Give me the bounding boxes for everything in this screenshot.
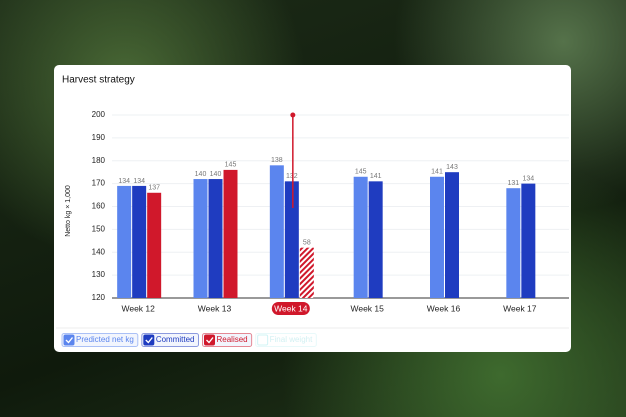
x-tick-label[interactable]: Week 16 [427, 303, 461, 313]
y-tick-label: 160 [92, 202, 106, 211]
legend-checkbox [204, 334, 215, 346]
bar [269, 165, 284, 298]
x-tick-label[interactable]: Week 14 [274, 303, 308, 313]
bar [430, 176, 444, 298]
legend-checkbox [63, 334, 75, 346]
legend-check [206, 337, 214, 344]
y-tick-label: 150 [92, 224, 106, 233]
marker-dot [290, 112, 296, 118]
legend-label: Predicted net kg [76, 335, 134, 344]
bar [117, 185, 132, 298]
bar [506, 188, 521, 298]
chart-title: Harvest strategy [62, 75, 135, 86]
bar [284, 181, 299, 298]
legend-box [255, 333, 317, 347]
data-label: 141 [370, 173, 382, 180]
data-label: 134 [118, 178, 130, 185]
data-label: 131 [507, 180, 519, 187]
legend-checkbox [257, 334, 269, 346]
bar [299, 247, 314, 298]
x-tick-label[interactable]: Week 13 [198, 303, 232, 313]
legend-label: Final weight [270, 335, 313, 344]
data-label: 134 [133, 178, 145, 185]
bar [445, 172, 459, 298]
data-label: 140 [195, 171, 207, 178]
legend-check [145, 337, 153, 344]
y-tick-label: 180 [92, 156, 106, 165]
y-tick-label: 130 [92, 270, 106, 279]
bar [353, 176, 368, 298]
y-tick-label: 120 [92, 293, 106, 302]
y-tick-label: 170 [92, 179, 106, 188]
data-label: 58 [303, 240, 311, 247]
legend-item[interactable]: Predicted net kg [61, 333, 139, 347]
legend-item[interactable]: Realised [202, 333, 253, 347]
legend-item[interactable]: Committed [141, 333, 199, 347]
data-label: 137 [148, 185, 160, 192]
x-tick-label[interactable]: Week 12 [121, 303, 155, 313]
bar [521, 183, 536, 298]
legend-box [141, 333, 199, 347]
data-label: 138 [271, 157, 283, 164]
bar [147, 192, 162, 298]
data-label: 140 [210, 171, 222, 178]
y-tick-label: 140 [92, 247, 106, 256]
legend-box [61, 333, 139, 347]
data-label: 134 [522, 175, 534, 182]
x-tick-label[interactable]: Week 15 [350, 303, 384, 313]
data-label: 132 [286, 173, 298, 180]
bar [368, 181, 383, 298]
bar [223, 169, 238, 298]
legend-item[interactable]: Final weight [255, 333, 317, 347]
legend-label: Committed [156, 335, 195, 344]
y-tick-label: 190 [92, 133, 106, 142]
bar [193, 179, 208, 298]
y-tick-label: 200 [92, 110, 106, 119]
legend-check [65, 337, 74, 344]
data-label: 141 [431, 169, 443, 176]
selected-pill [271, 302, 310, 315]
legend-checkbox [143, 334, 155, 346]
bar [208, 179, 223, 298]
y-axis-label: Netto kg × 1,000 [65, 185, 72, 237]
legend-label: Realised [217, 335, 248, 344]
data-label: 145 [225, 162, 237, 169]
data-label: 145 [355, 169, 367, 176]
data-label: 143 [446, 164, 458, 171]
bar [132, 185, 147, 298]
x-tick-label[interactable]: Week 17 [503, 303, 537, 313]
